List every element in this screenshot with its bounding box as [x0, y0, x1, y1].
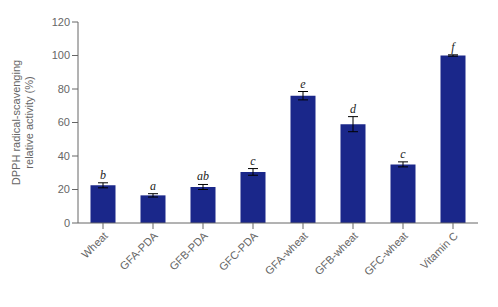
svg-text:Wheat: Wheat: [79, 229, 110, 260]
svg-text:60: 60: [58, 116, 70, 128]
svg-text:c: c: [250, 154, 256, 168]
svg-text:ab: ab: [197, 169, 209, 183]
svg-text:a: a: [150, 179, 156, 193]
svg-text:c: c: [400, 147, 406, 161]
svg-text:e: e: [300, 77, 306, 91]
svg-text:f: f: [451, 40, 456, 54]
svg-text:GFC-PDA: GFC-PDA: [216, 229, 260, 273]
svg-text:100: 100: [52, 49, 70, 61]
svg-text:20: 20: [58, 183, 70, 195]
svg-text:GFB-wheat: GFB-wheat: [312, 229, 360, 277]
svg-text:GFB-PDA: GFB-PDA: [167, 229, 211, 273]
svg-text:GFA-wheat: GFA-wheat: [263, 229, 310, 276]
svg-text:GFC-wheat: GFC-wheat: [362, 229, 410, 277]
svg-text:120: 120: [52, 16, 70, 28]
svg-text:0: 0: [64, 217, 70, 229]
svg-text:40: 40: [58, 150, 70, 162]
svg-text:Vitamin C: Vitamin C: [418, 229, 460, 271]
svg-text:80: 80: [58, 83, 70, 95]
svg-text:DPPH radical-scavengingrelativ: DPPH radical-scavengingrelative activity…: [10, 60, 35, 185]
svg-text:GFA-PDA: GFA-PDA: [117, 229, 160, 272]
svg-text:d: d: [350, 102, 357, 116]
svg-text:b: b: [100, 168, 106, 182]
